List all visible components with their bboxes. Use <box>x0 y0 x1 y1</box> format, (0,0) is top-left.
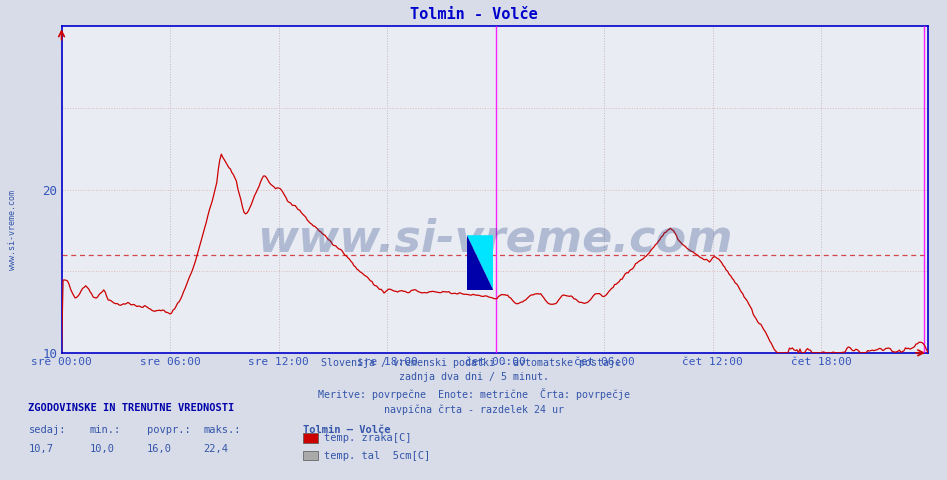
Text: povpr.:: povpr.: <box>147 425 190 435</box>
Text: 16,0: 16,0 <box>147 444 171 454</box>
Text: www.si-vreme.com: www.si-vreme.com <box>257 217 733 260</box>
Polygon shape <box>467 235 493 290</box>
Text: ZGODOVINSKE IN TRENUTNE VREDNOSTI: ZGODOVINSKE IN TRENUTNE VREDNOSTI <box>28 403 235 413</box>
Text: 10,7: 10,7 <box>28 444 53 454</box>
Text: temp. tal  5cm[C]: temp. tal 5cm[C] <box>324 451 430 461</box>
Text: www.si-vreme.com: www.si-vreme.com <box>8 191 17 270</box>
Text: sedaj:: sedaj: <box>28 425 66 435</box>
Text: Slovenija / vremenski podatki - avtomatske postaje.
zadnja dva dni / 5 minut.
Me: Slovenija / vremenski podatki - avtomats… <box>317 358 630 415</box>
Text: Tolmin - Volče: Tolmin - Volče <box>410 7 537 22</box>
Polygon shape <box>467 235 493 290</box>
Text: maks.:: maks.: <box>204 425 241 435</box>
Text: temp. zraka[C]: temp. zraka[C] <box>324 433 411 443</box>
Text: 10,0: 10,0 <box>90 444 115 454</box>
Text: min.:: min.: <box>90 425 121 435</box>
Text: Tolmin – Volče: Tolmin – Volče <box>303 425 390 435</box>
Text: 22,4: 22,4 <box>204 444 228 454</box>
